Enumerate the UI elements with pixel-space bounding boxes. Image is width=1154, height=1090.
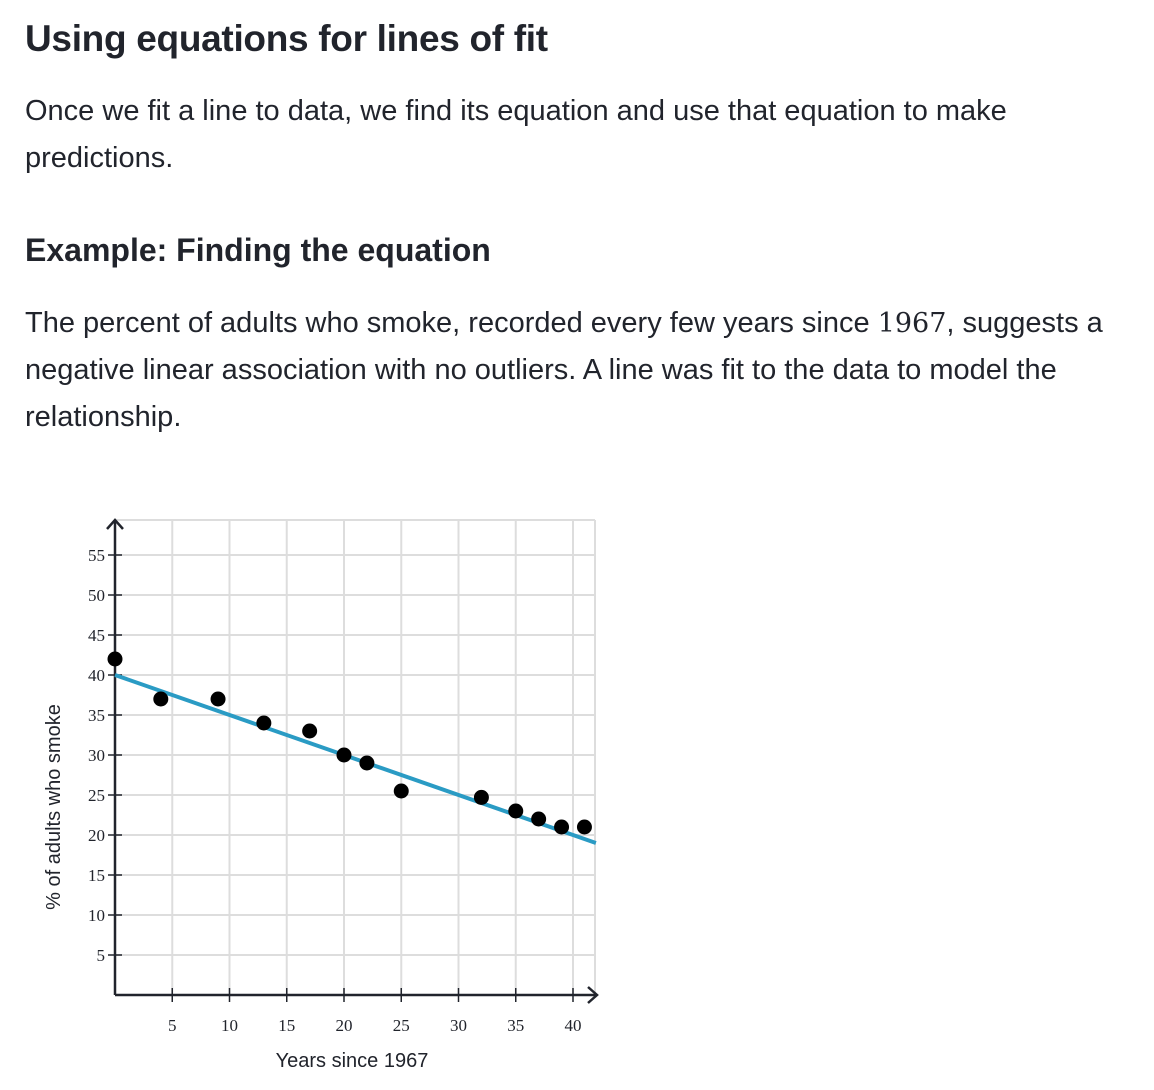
data-point <box>531 811 547 827</box>
example-text-before: The percent of adults who smoke, recorde… <box>25 307 878 339</box>
y-tick-label: 20 <box>88 826 105 845</box>
y-tick-label: 40 <box>88 666 105 685</box>
x-tick-label: 25 <box>393 1016 410 1035</box>
data-point <box>256 715 272 731</box>
data-point <box>508 803 524 819</box>
intro-paragraph: Once we fit a line to data, we find its … <box>25 95 1007 174</box>
data-point <box>473 789 489 805</box>
ticks: 5 10 15 20 25 30 35 40 5 10 15 20 25 30 35 40 45 50 55 <box>88 546 582 1035</box>
x-tick-label: 10 <box>221 1016 238 1035</box>
example-heading: Example: Finding the equation <box>25 232 491 268</box>
x-tick-label: 35 <box>507 1016 524 1035</box>
data-point <box>153 691 169 707</box>
y-axis-arrow <box>106 518 124 530</box>
example-text-after: , suggests a negative linear association… <box>25 307 1103 433</box>
data-point <box>336 747 352 763</box>
x-axis-title: Years since 1967 <box>276 1050 429 1072</box>
page-title: Using equations for lines of fit <box>25 18 548 59</box>
x-tick-label: 20 <box>336 1016 353 1035</box>
x-tick-label: 30 <box>450 1016 467 1035</box>
y-tick-label: 10 <box>88 906 105 925</box>
y-tick-label: 35 <box>88 706 105 725</box>
y-tick-label: 50 <box>88 586 105 605</box>
year-math: 1967 <box>877 308 947 339</box>
data-point <box>210 691 226 707</box>
points-layer <box>107 651 592 835</box>
data-point <box>576 819 592 835</box>
x-tick-label: 15 <box>278 1016 295 1035</box>
data-point <box>302 723 318 739</box>
axes <box>106 518 599 1004</box>
data-point <box>359 755 375 771</box>
y-tick-label: 30 <box>88 746 105 765</box>
y-tick-label: 45 <box>88 626 105 645</box>
data-point <box>393 783 409 799</box>
fit-line-layer <box>114 673 597 845</box>
y-tick-label: 5 <box>97 946 106 965</box>
data-point <box>107 651 123 667</box>
y-tick-label: 25 <box>88 786 105 805</box>
data-point <box>554 819 570 835</box>
x-axis-arrow <box>587 986 599 1004</box>
example-paragraph: The percent of adults who smoke, recorde… <box>25 300 1135 441</box>
y-axis-title: % of adults who smoke <box>43 704 65 910</box>
x-tick-label: 40 <box>565 1016 582 1035</box>
y-tick-label: 55 <box>88 546 105 565</box>
chart-svg: 5 10 15 20 25 30 35 40 5 10 15 20 25 30 35 40 45 50 55 Yea… <box>43 518 599 1072</box>
scatter-chart: 5 10 15 20 25 30 35 40 5 10 15 20 25 30 35 40 45 50 55 Yea… <box>30 505 620 1085</box>
y-tick-label: 15 <box>88 866 105 885</box>
x-tick-label: 5 <box>168 1016 177 1035</box>
line-of-fit <box>114 673 597 845</box>
